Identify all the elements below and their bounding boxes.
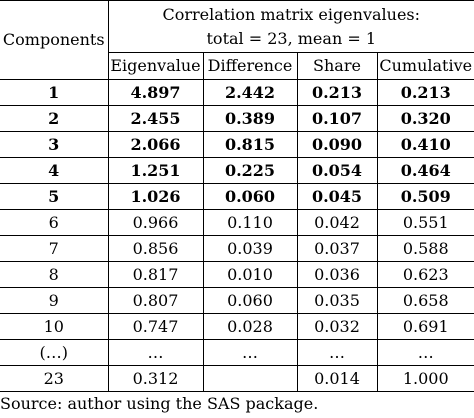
component-cell: 10 (0, 313, 109, 340)
component-cell: 1 (0, 79, 109, 106)
eigenvalue-cell: 0.856 (107, 235, 204, 262)
eigenvalue-cell: 0.817 (107, 261, 204, 288)
column-header-cumulative: Cumulative (376, 52, 474, 80)
share-cell: … (296, 339, 378, 366)
eigenvalue-cell: 1.251 (107, 157, 204, 184)
table-row: 23 0.312 0.014 1.000 (0, 365, 474, 392)
component-cell: 8 (0, 261, 109, 288)
difference-cell: 0.028 (202, 313, 298, 340)
cumulative-cell: 0.623 (376, 261, 474, 288)
column-header-eigenvalue: Eigenvalue (108, 52, 204, 80)
share-cell: 0.032 (296, 313, 378, 340)
group-header: Correlation matrix eigenvalues: total = … (107, 0, 474, 53)
cumulative-cell: … (376, 339, 474, 366)
eigenvalue-table: Components Correlation matrix eigenvalue… (0, 0, 474, 392)
table-row: 4 1.251 0.225 0.054 0.464 (0, 157, 474, 184)
table-body: 1 4.897 2.442 0.213 0.213 2 2.455 0.389 0.107 0.3… (0, 79, 474, 392)
column-header-share: Share (296, 52, 378, 80)
eigenvalue-cell: 0.966 (107, 209, 204, 236)
difference-cell: 0.110 (202, 209, 298, 236)
table-row: 2 2.455 0.389 0.107 0.320 (0, 105, 474, 132)
difference-cell: 0.225 (202, 157, 298, 184)
component-cell: 7 (0, 235, 109, 262)
eigenvalue-cell: 0.807 (107, 287, 204, 314)
eigenvalue-cell: 2.066 (107, 131, 204, 158)
share-cell: 0.035 (296, 287, 378, 314)
cumulative-cell: 0.213 (376, 79, 474, 106)
eigenvalue-cell: 2.455 (107, 105, 204, 132)
component-cell: 9 (0, 287, 109, 314)
share-cell: 0.090 (296, 131, 378, 158)
column-header-difference: Difference (202, 52, 298, 80)
difference-cell (202, 365, 298, 392)
share-cell: 0.037 (296, 235, 378, 262)
group-header-line1: Correlation matrix eigenvalues: (162, 4, 421, 24)
share-cell: 0.107 (296, 105, 378, 132)
difference-cell: 0.060 (202, 183, 298, 210)
source-note: Source: author using the SAS package. (0, 394, 319, 413)
table-row: 10 0.747 0.028 0.032 0.691 (0, 313, 474, 340)
table-row: 8 0.817 0.010 0.036 0.623 (0, 261, 474, 288)
component-cell: 3 (0, 131, 109, 158)
difference-cell: 0.389 (202, 105, 298, 132)
table-row: 5 1.026 0.060 0.045 0.509 (0, 183, 474, 210)
cumulative-cell: 0.551 (376, 209, 474, 236)
share-cell: 0.014 (296, 365, 378, 392)
table-row: 7 0.856 0.039 0.037 0.588 (0, 235, 474, 262)
difference-cell: 2.442 (202, 79, 298, 106)
difference-cell: 0.039 (202, 235, 298, 262)
component-cell: 6 (0, 209, 109, 236)
table-row: (…)………… (0, 339, 474, 366)
eigenvalue-cell: … (107, 339, 204, 366)
cumulative-cell: 0.588 (376, 235, 474, 262)
cumulative-cell: 0.691 (376, 313, 474, 340)
share-cell: 0.213 (296, 79, 378, 106)
eigenvalue-cell: 1.026 (107, 183, 204, 210)
cumulative-cell: 0.658 (376, 287, 474, 314)
table-row: 1 4.897 2.442 0.213 0.213 (0, 79, 474, 106)
share-cell: 0.036 (296, 261, 378, 288)
eigenvalue-cell: 4.897 (107, 79, 204, 106)
table-row: 6 0.966 0.110 0.042 0.551 (0, 209, 474, 236)
component-cell: (…) (0, 339, 109, 366)
share-cell: 0.042 (296, 209, 378, 236)
eigenvalue-cell: 0.312 (107, 365, 204, 392)
difference-cell: 0.815 (202, 131, 298, 158)
component-cell: 2 (0, 105, 109, 132)
share-cell: 0.045 (296, 183, 378, 210)
difference-cell: … (202, 339, 298, 366)
cumulative-cell: 0.464 (376, 157, 474, 184)
cumulative-cell: 0.320 (376, 105, 474, 132)
eigenvalue-cell: 0.747 (107, 313, 204, 340)
table-row: 9 0.807 0.060 0.035 0.658 (0, 287, 474, 314)
table-row: 3 2.066 0.815 0.090 0.410 (0, 131, 474, 158)
cumulative-cell: 0.410 (376, 131, 474, 158)
cumulative-cell: 0.509 (376, 183, 474, 210)
group-header-line2: total = 23, mean = 1 (206, 28, 377, 48)
share-cell: 0.054 (296, 157, 378, 184)
component-cell: 4 (0, 157, 109, 184)
cumulative-cell: 1.000 (376, 365, 474, 392)
component-cell: 5 (0, 183, 109, 210)
difference-cell: 0.060 (202, 287, 298, 314)
component-cell: 23 (0, 365, 109, 392)
components-header: Components (0, 0, 109, 80)
difference-cell: 0.010 (202, 261, 298, 288)
